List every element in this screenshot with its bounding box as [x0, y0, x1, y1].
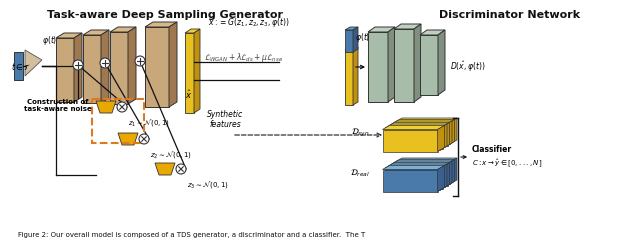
- Text: $\varphi(t)$: $\varphi(t)$: [355, 31, 371, 45]
- Polygon shape: [128, 27, 136, 104]
- Polygon shape: [145, 22, 177, 27]
- Circle shape: [135, 56, 145, 66]
- Polygon shape: [383, 126, 445, 129]
- Polygon shape: [442, 122, 449, 149]
- Polygon shape: [420, 35, 438, 95]
- Text: $\varphi(t)$: $\varphi(t)$: [42, 34, 58, 47]
- Text: $\mathcal{L}_{WGAN} + \lambda\mathcal{L}_{ds} + \mu\mathcal{L}_{nse}$: $\mathcal{L}_{WGAN} + \lambda\mathcal{L}…: [204, 52, 283, 65]
- Polygon shape: [394, 29, 414, 102]
- Polygon shape: [395, 158, 457, 162]
- Polygon shape: [387, 166, 442, 189]
- Polygon shape: [345, 30, 353, 52]
- Text: $t \in \mathcal{T}$: $t \in \mathcal{T}$: [11, 60, 31, 71]
- Polygon shape: [383, 169, 438, 191]
- Polygon shape: [185, 29, 200, 33]
- Text: $\mathcal{D}_{real}$: $\mathcal{D}_{real}$: [350, 167, 370, 179]
- Polygon shape: [155, 163, 175, 175]
- Polygon shape: [345, 47, 358, 50]
- Circle shape: [176, 164, 186, 174]
- Polygon shape: [447, 120, 454, 145]
- Polygon shape: [83, 35, 101, 103]
- Polygon shape: [438, 166, 445, 191]
- Polygon shape: [56, 38, 74, 102]
- Polygon shape: [169, 22, 177, 107]
- Polygon shape: [395, 122, 450, 144]
- Text: $z_3 \sim \mathcal{N}(0,1)$: $z_3 \sim \mathcal{N}(0,1)$: [187, 179, 228, 190]
- Polygon shape: [387, 162, 449, 166]
- Polygon shape: [145, 27, 169, 107]
- Text: Construction of
task-aware noise: Construction of task-aware noise: [24, 99, 92, 112]
- Polygon shape: [392, 159, 454, 164]
- Polygon shape: [194, 29, 200, 113]
- Text: Classifier: Classifier: [472, 144, 512, 153]
- Polygon shape: [450, 158, 457, 184]
- Bar: [14, 52, 23, 80]
- Text: $\mathcal{D}_{syn}$: $\mathcal{D}_{syn}$: [351, 127, 370, 139]
- Polygon shape: [25, 50, 42, 76]
- Text: $z_1 \sim \mathcal{N}(0,1)$: $z_1 \sim \mathcal{N}(0,1)$: [128, 117, 170, 128]
- Polygon shape: [438, 30, 445, 95]
- Polygon shape: [368, 32, 388, 102]
- Polygon shape: [96, 101, 116, 113]
- Polygon shape: [385, 168, 440, 190]
- Polygon shape: [390, 125, 445, 147]
- Polygon shape: [345, 50, 353, 105]
- Polygon shape: [383, 166, 445, 169]
- Polygon shape: [353, 47, 358, 105]
- Polygon shape: [83, 30, 109, 35]
- Polygon shape: [101, 30, 109, 103]
- Polygon shape: [56, 33, 82, 38]
- Polygon shape: [445, 161, 452, 187]
- Polygon shape: [438, 126, 445, 151]
- Polygon shape: [387, 122, 449, 127]
- Polygon shape: [185, 33, 194, 113]
- Polygon shape: [368, 27, 395, 32]
- Circle shape: [100, 58, 110, 68]
- Text: Task-aware Deep Sampling Generator: Task-aware Deep Sampling Generator: [47, 10, 283, 20]
- Polygon shape: [440, 124, 447, 150]
- Text: $D(\hat{x}, \varphi(t))$: $D(\hat{x}, \varphi(t))$: [450, 60, 486, 74]
- Polygon shape: [385, 124, 447, 128]
- Polygon shape: [395, 118, 457, 122]
- Polygon shape: [420, 30, 445, 35]
- Polygon shape: [390, 165, 445, 187]
- Text: $C: x \rightarrow \hat{y} \in [0,...,N]$: $C: x \rightarrow \hat{y} \in [0,...,N]$: [472, 157, 542, 169]
- Bar: [92, 99, 144, 143]
- Text: $z_2 \sim \mathcal{N}(0,1)$: $z_2 \sim \mathcal{N}(0,1)$: [150, 149, 192, 160]
- Polygon shape: [394, 24, 421, 29]
- Polygon shape: [442, 162, 449, 189]
- Text: Synthetic
features: Synthetic features: [207, 110, 243, 129]
- Polygon shape: [390, 161, 452, 165]
- Text: Figure 2: Our overall model is composed of a TDS generator, a discriminator and : Figure 2: Our overall model is composed …: [18, 232, 365, 238]
- Polygon shape: [395, 162, 450, 184]
- Text: $\hat{x}$: $\hat{x}$: [186, 89, 193, 101]
- Polygon shape: [345, 27, 358, 30]
- Polygon shape: [450, 118, 457, 144]
- Text: $\hat{x} := G(z_1, z_2, z_3, \varphi(t))$: $\hat{x} := G(z_1, z_2, z_3, \varphi(t))…: [208, 16, 289, 30]
- Polygon shape: [118, 133, 138, 145]
- Polygon shape: [110, 32, 128, 104]
- Polygon shape: [392, 120, 454, 123]
- Polygon shape: [353, 27, 358, 52]
- Polygon shape: [390, 121, 452, 125]
- Polygon shape: [414, 24, 421, 102]
- Circle shape: [139, 134, 149, 144]
- Polygon shape: [74, 33, 82, 102]
- Polygon shape: [388, 27, 395, 102]
- Polygon shape: [392, 164, 447, 186]
- Polygon shape: [387, 127, 442, 149]
- Circle shape: [117, 102, 127, 112]
- Polygon shape: [385, 128, 440, 150]
- Polygon shape: [445, 121, 452, 147]
- Polygon shape: [447, 159, 454, 186]
- Polygon shape: [440, 164, 447, 190]
- Polygon shape: [110, 27, 136, 32]
- Polygon shape: [385, 164, 447, 168]
- Polygon shape: [383, 129, 438, 151]
- Circle shape: [73, 60, 83, 70]
- Polygon shape: [392, 123, 447, 145]
- Text: Discriminator Network: Discriminator Network: [440, 10, 580, 20]
